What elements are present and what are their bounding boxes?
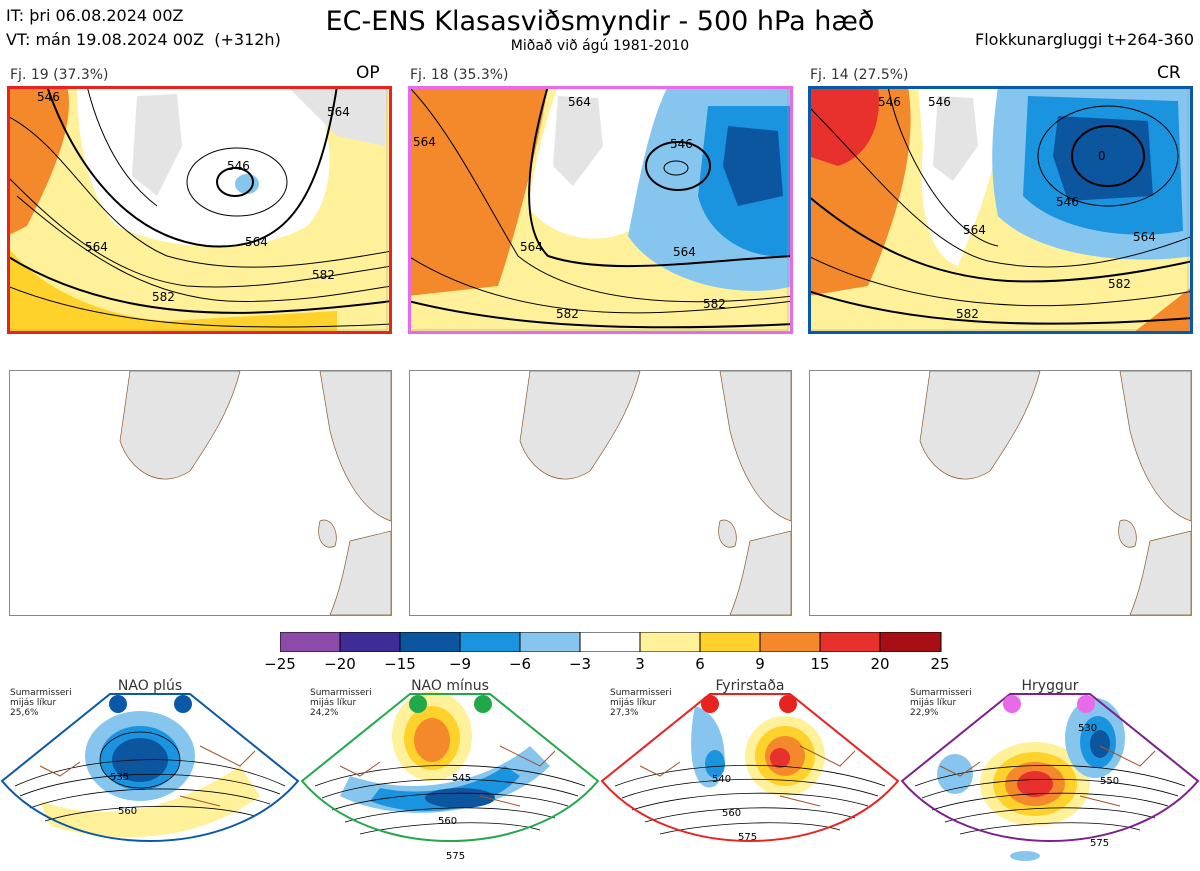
cluster-1-contour-label-6: 582	[152, 290, 175, 304]
colorbar-tick: −25	[264, 655, 296, 673]
cluster-2-label: Fj. 18 (35.3%)	[410, 67, 509, 83]
header-times: IT: þri 06.08.2024 00Z VT: mán 19.08.2024…	[6, 4, 281, 52]
colorbar-swatch	[759, 632, 821, 652]
colorbar-swatch	[579, 632, 641, 652]
regime-2-contour-label: 545	[452, 773, 471, 784]
colorbar-tick: 15	[810, 655, 830, 673]
colorbar	[280, 632, 942, 652]
page-title: EC-ENS Klasasviðsmyndir - 500 hPa hæð	[325, 6, 875, 37]
regime-3-note: Sumarmisseri mijás líkur 27,3%	[610, 688, 672, 718]
valid-time: VT: mán 19.08.2024 00Z (+312h)	[6, 30, 281, 49]
regime-nao-plus: 535 560 NAO plús Sumarmisseri mijás líku…	[0, 676, 300, 871]
regime-1-contour-label: 535	[110, 772, 129, 783]
regime-1-contour-label: 560	[118, 806, 137, 817]
empty-map-2	[409, 370, 792, 616]
regime-2-contour-label: 575	[446, 851, 465, 862]
regime-3-name: Fyrirstaða	[715, 678, 785, 694]
regime-4-name: Hryggur	[1021, 678, 1079, 694]
colorbar-swatch	[519, 632, 581, 652]
cluster-2-contour-label-2: 564	[413, 135, 436, 149]
cluster-2-contour-label-3: 546	[670, 137, 693, 151]
colorbar-swatch	[399, 632, 461, 652]
cluster-3-contour-label-7: 582	[1108, 277, 1131, 291]
regime-3-contour-label: 540	[712, 774, 731, 785]
regime-2-note: Sumarmisseri mijás líkur 24,2%	[310, 688, 372, 718]
regime-4-note: Sumarmisseri mijás líkur 22,9%	[910, 688, 972, 718]
cluster-2-contour-label-1: 564	[568, 95, 591, 109]
cluster-3-contour-label-8: 582	[956, 307, 979, 321]
cluster-1-border	[7, 86, 392, 334]
cluster-3-contour-label-6: 564	[1133, 230, 1156, 244]
cluster-2-map: 564 564 546 564 564 582 582	[408, 86, 793, 334]
cluster-3-contour-label-4: 546	[1056, 195, 1079, 209]
cluster-2-contour-label-4: 564	[520, 240, 543, 254]
cluster-1-contour-label-2: 546	[227, 159, 250, 173]
colorbar-tick: 9	[755, 655, 765, 673]
regime-nao-minus: 545 560 575 NAO mínus Sumarmisseri mijás…	[300, 676, 600, 871]
regime-4-contour-label: 530	[1078, 723, 1097, 734]
colorbar-tick: −20	[324, 655, 356, 673]
colorbar-swatch	[699, 632, 761, 652]
cluster-1-label: Fj. 19 (37.3%)	[10, 67, 109, 83]
colorbar-tick: 20	[870, 655, 890, 673]
cluster-1-contour-label-1: 546	[37, 90, 60, 104]
cluster-3-contour-label-3: 0	[1098, 149, 1106, 163]
colorbar-tick: −15	[384, 655, 416, 673]
colorbar-tick: 25	[930, 655, 950, 673]
cluster-1-contour-label-4: 564	[245, 235, 268, 249]
cluster-1-contour-label-7: 582	[312, 268, 335, 282]
init-time: IT: þri 06.08.2024 00Z	[6, 6, 184, 25]
cluster-3-map: 546 546 0 546 564 564 582 582	[808, 86, 1193, 334]
cluster-1-contour-label-3: 564	[85, 240, 108, 254]
cluster-2-contour-label-5: 564	[673, 245, 696, 259]
cluster-1-contour-label-5: 564	[327, 105, 350, 119]
regime-2-name: NAO mínus	[411, 678, 489, 694]
regime-blocking: 540 560 575 Fyrirstaða Sumarmisseri mijá…	[600, 676, 900, 871]
colorbar-swatch	[639, 632, 701, 652]
cluster-3-contour-label-1: 546	[878, 95, 901, 109]
cluster-2-border	[408, 86, 793, 334]
colorbar-swatch	[879, 632, 942, 652]
cluster-1-tag: OP	[356, 63, 380, 83]
classification-window: Flokkunargluggi t+264-360	[975, 30, 1194, 49]
regime-3-contour-label: 560	[722, 808, 741, 819]
colorbar-tick: 3	[635, 655, 645, 673]
empty-map-3	[809, 370, 1192, 616]
regime-4-contour-label: 575	[1090, 838, 1109, 849]
cluster-2-contour-label-6: 582	[703, 297, 726, 311]
regime-1-note: Sumarmisseri mijás líkur 25,6%	[10, 688, 72, 718]
cluster-3-border	[808, 86, 1193, 334]
colorbar-tick: 6	[695, 655, 705, 673]
colorbar-swatch	[280, 632, 341, 652]
regime-4-contour-label: 550	[1100, 776, 1119, 787]
page-subtitle: Miðað við ágú 1981-2010	[510, 38, 690, 54]
colorbar-tick: −3	[568, 655, 592, 673]
colorbar-swatch	[459, 632, 521, 652]
colorbar-swatch	[339, 632, 401, 652]
regime-2-contour-label: 560	[438, 816, 457, 827]
cluster-3-contour-label-2: 546	[928, 95, 951, 109]
colorbar-tick: −9	[448, 655, 472, 673]
cluster-2-contour-label-7: 582	[556, 307, 579, 321]
empty-map-1	[9, 370, 392, 616]
cluster-3-tag: CR	[1157, 63, 1181, 83]
cluster-1-map: 546 546 564 564 564 582 582	[7, 86, 392, 334]
colorbar-swatch	[819, 632, 881, 652]
cluster-3-label: Fj. 14 (27.5%)	[810, 67, 909, 83]
regime-3-contour-label: 575	[738, 832, 757, 843]
regime-1-name: NAO plús	[117, 678, 183, 694]
regime-ridge: 530 550 575 Hryggur Sumarmisseri mijás l…	[900, 676, 1200, 871]
colorbar-tick: −6	[508, 655, 532, 673]
cluster-3-contour-label-5: 564	[963, 223, 986, 237]
